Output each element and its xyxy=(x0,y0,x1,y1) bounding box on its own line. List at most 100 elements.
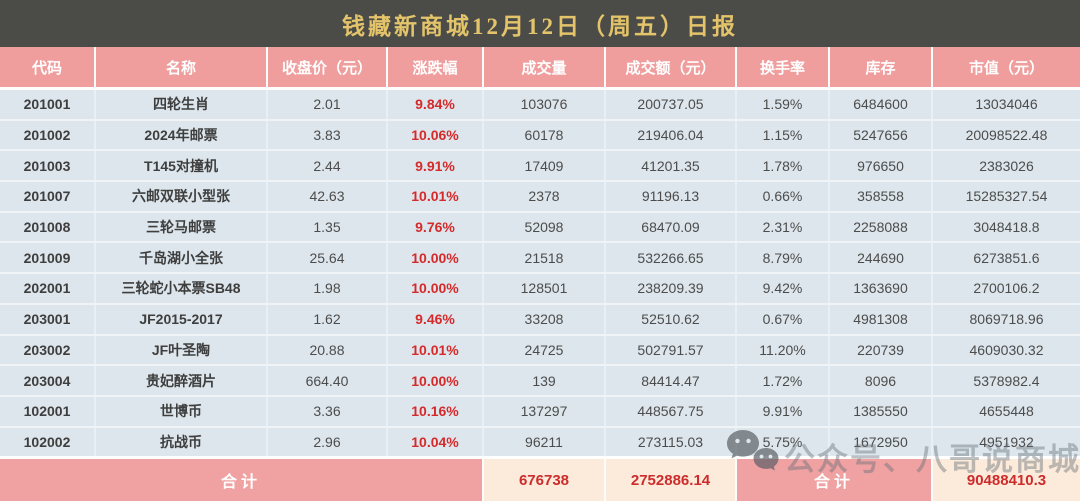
change-cell: 10.00% xyxy=(387,242,484,275)
change-cell: 10.06% xyxy=(387,119,484,152)
turnover-rate-cell: 11.20% xyxy=(736,334,830,367)
change-cell: 10.01% xyxy=(387,181,484,213)
turnover-rate-cell: 8.79% xyxy=(736,242,830,275)
turnover-rate-cell: 0.66% xyxy=(736,181,830,213)
volume-cell: 60178 xyxy=(483,119,606,152)
market-value-cell: 2383026 xyxy=(932,150,1080,183)
close-price-cell: 25.64 xyxy=(267,242,388,275)
name-cell: JF2015-2017 xyxy=(95,303,268,336)
inventory-cell: 5247656 xyxy=(829,119,933,152)
table-header: 代码 名称 收盘价（元） 涨跌幅 成交量 成交额（元） 换手率 库存 市值（元） xyxy=(0,47,1080,90)
market-value-cell: 8069718.96 xyxy=(932,303,1080,336)
table-row: 203004 贵妃醉酒片 664.40 10.00% 139 84414.47 1.72% 8… xyxy=(0,365,1080,397)
turnover-rate-cell: 1.15% xyxy=(736,119,830,152)
market-value-cell: 15285327.54 xyxy=(932,181,1080,213)
volume-cell: 96211 xyxy=(483,426,606,459)
header-row: 代码 名称 收盘价（元） 涨跌幅 成交量 成交额（元） 换手率 库存 市值（元） xyxy=(0,47,1080,90)
market-value-cell: 5378982.4 xyxy=(932,365,1080,397)
change-cell: 10.00% xyxy=(387,365,484,397)
table-row: 201001 四轮生肖 2.01 9.84% 103076 200737.05 1.59% 6… xyxy=(0,88,1080,121)
inventory-cell: 1672950 xyxy=(829,426,933,459)
column-header-turnover-rate: 换手率 xyxy=(736,47,830,90)
name-cell: T145对撞机 xyxy=(95,150,268,183)
volume-total: 676738 xyxy=(483,456,606,501)
inventory-cell: 976650 xyxy=(829,150,933,183)
totals-label-right: 合计 xyxy=(736,456,933,501)
name-cell: 六邮双联小型张 xyxy=(95,181,268,213)
column-header-market-value: 市值（元） xyxy=(932,47,1080,90)
column-header-turnover: 成交额（元） xyxy=(605,47,737,90)
page-title: 钱藏新商城12月12日（周五）日报 xyxy=(342,13,738,39)
code-cell: 201007 xyxy=(0,181,96,213)
inventory-cell: 6484600 xyxy=(829,88,933,121)
market-value-cell: 4609030.32 xyxy=(932,334,1080,367)
table-row: 102002 抗战币 2.96 10.04% 96211 273115.03 5.75% 16… xyxy=(0,426,1080,459)
market-data-table: 代码 名称 收盘价（元） 涨跌幅 成交量 成交额（元） 换手率 库存 市值（元） 201001 四… xyxy=(0,47,1080,501)
market-value-total: 90488410.3 xyxy=(932,456,1080,501)
inventory-cell: 1385550 xyxy=(829,395,933,428)
change-cell: 10.00% xyxy=(387,273,484,305)
turnover-cell: 68470.09 xyxy=(605,211,737,244)
inventory-cell: 4981308 xyxy=(829,303,933,336)
close-price-cell: 20.88 xyxy=(267,334,388,367)
close-price-cell: 1.35 xyxy=(267,211,388,244)
market-value-cell: 13034046 xyxy=(932,88,1080,121)
close-price-cell: 2.44 xyxy=(267,150,388,183)
code-cell: 203004 xyxy=(0,365,96,397)
change-cell: 10.01% xyxy=(387,334,484,367)
table-row: 201002 2024年邮票 3.83 10.06% 60178 219406.04 1.1… xyxy=(0,119,1080,152)
column-header-close-price: 收盘价（元） xyxy=(267,47,388,90)
market-value-cell: 3048418.8 xyxy=(932,211,1080,244)
table-row: 203001 JF2015-2017 1.62 9.46% 33208 52510.62 0… xyxy=(0,303,1080,336)
change-cell: 10.16% xyxy=(387,395,484,428)
turnover-cell: 200737.05 xyxy=(605,88,737,121)
column-header-change: 涨跌幅 xyxy=(387,47,484,90)
inventory-cell: 244690 xyxy=(829,242,933,275)
turnover-cell: 41201.35 xyxy=(605,150,737,183)
market-value-cell: 4951932 xyxy=(932,426,1080,459)
change-cell: 9.76% xyxy=(387,211,484,244)
turnover-rate-cell: 1.78% xyxy=(736,150,830,183)
turnover-cell: 502791.57 xyxy=(605,334,737,367)
table-row: 203002 JF叶圣陶 20.88 10.01% 24725 502791.57 11.2… xyxy=(0,334,1080,367)
volume-cell: 33208 xyxy=(483,303,606,336)
code-cell: 201002 xyxy=(0,119,96,152)
turnover-cell: 273115.03 xyxy=(605,426,737,459)
column-header-name: 名称 xyxy=(95,47,268,90)
title-bar: 钱藏新商城12月12日（周五）日报 xyxy=(0,0,1080,47)
table-body: 201001 四轮生肖 2.01 9.84% 103076 200737.05 1.59% 6… xyxy=(0,88,1080,459)
close-price-cell: 1.62 xyxy=(267,303,388,336)
change-cell: 9.84% xyxy=(387,88,484,121)
table-footer: 合计 676738 2752886.14 合计 90488410.3 xyxy=(0,456,1080,501)
turnover-total: 2752886.14 xyxy=(605,456,737,501)
market-value-cell: 4655448 xyxy=(932,395,1080,428)
close-price-cell: 42.63 xyxy=(267,181,388,213)
table-row: 201008 三轮马邮票 1.35 9.76% 52098 68470.09 2.31% 22… xyxy=(0,211,1080,244)
table-row: 201007 六邮双联小型张 42.63 10.01% 2378 91196.13 0.66… xyxy=(0,181,1080,213)
name-cell: 贵妃醉酒片 xyxy=(95,365,268,397)
turnover-cell: 84414.47 xyxy=(605,365,737,397)
volume-cell: 137297 xyxy=(483,395,606,428)
turnover-cell: 532266.65 xyxy=(605,242,737,275)
close-price-cell: 3.36 xyxy=(267,395,388,428)
table-row: 201003 T145对撞机 2.44 9.91% 17409 41201.35 1.78%… xyxy=(0,150,1080,183)
turnover-cell: 52510.62 xyxy=(605,303,737,336)
name-cell: 千岛湖小全张 xyxy=(95,242,268,275)
name-cell: 三轮蛇小本票SB48 xyxy=(95,273,268,305)
column-header-code: 代码 xyxy=(0,47,96,90)
name-cell: 抗战币 xyxy=(95,426,268,459)
table-row: 202001 三轮蛇小本票SB48 1.98 10.00% 128501 238209.3… xyxy=(0,273,1080,305)
change-cell: 9.46% xyxy=(387,303,484,336)
change-cell: 9.91% xyxy=(387,150,484,183)
change-cell: 10.04% xyxy=(387,426,484,459)
turnover-cell: 238209.39 xyxy=(605,273,737,305)
close-price-cell: 2.01 xyxy=(267,88,388,121)
market-value-cell: 2700106.2 xyxy=(932,273,1080,305)
volume-cell: 128501 xyxy=(483,273,606,305)
name-cell: JF叶圣陶 xyxy=(95,334,268,367)
code-cell: 201009 xyxy=(0,242,96,275)
volume-cell: 52098 xyxy=(483,211,606,244)
code-cell: 203001 xyxy=(0,303,96,336)
code-cell: 203002 xyxy=(0,334,96,367)
code-cell: 201003 xyxy=(0,150,96,183)
